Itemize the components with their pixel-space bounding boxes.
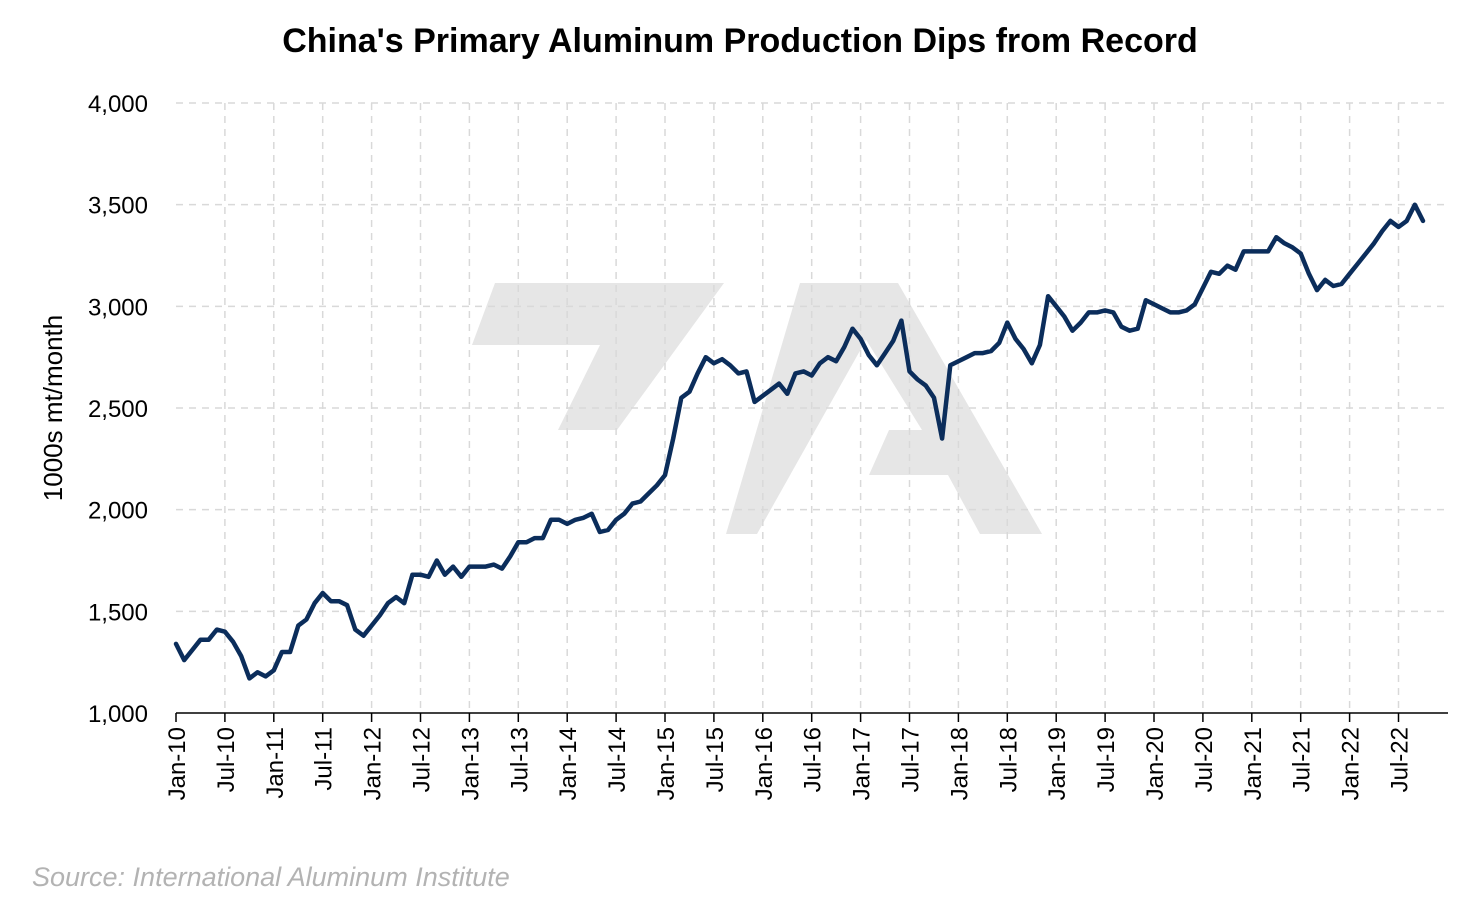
x-tick-label: Jan-21: [1240, 727, 1267, 800]
x-tick-label: Jan-19: [1044, 727, 1071, 800]
series-line: [173, 202, 1426, 681]
watermark-seven-shape: [472, 283, 724, 430]
x-tick-label: Jan-14: [555, 727, 582, 800]
x-tick-label: Jan-13: [457, 727, 484, 800]
x-tick-label: Jul-21: [1289, 727, 1316, 792]
y-tick-label: 1,000: [88, 701, 148, 728]
x-tick-label: Jul-10: [213, 727, 240, 792]
x-tick-label: Jan-12: [360, 727, 387, 800]
x-tick-label: Jan-16: [751, 727, 778, 800]
x-tick-label: Jan-17: [849, 727, 876, 800]
series-layer: [173, 202, 1426, 681]
x-tick-label: Jul-16: [800, 727, 827, 792]
y-tick-label: 2,000: [88, 498, 148, 525]
x-tick-label: Jan-11: [262, 727, 289, 799]
x-tick-label: Jul-17: [898, 727, 925, 792]
chart-title: China's Primary Aluminum Production Dips…: [282, 22, 1198, 60]
x-tick-label: Jan-10: [164, 727, 191, 800]
y-tick-label: 1,500: [88, 599, 148, 626]
y-tick-label: 4,000: [88, 91, 148, 118]
x-tick-label: Jul-18: [995, 727, 1022, 792]
y-axis: 1,000 1,500 2,000 2,500 3,000 3,500 4,000: [88, 91, 148, 728]
y-axis-title: 1000s mt/month: [38, 315, 68, 501]
y-tick-label: 3,500: [88, 193, 148, 220]
x-tick-label: Jan-20: [1142, 727, 1169, 800]
x-tick-label: Jul-20: [1191, 727, 1218, 792]
x-axis: Jan-10 Jul-10 Jan-11 Jul-11 Jan-12 Jul-12 Jan-…: [164, 712, 1448, 800]
y-tick-label: 3,000: [88, 294, 148, 321]
x-tick-label: Jan-18: [946, 727, 973, 800]
x-tick-label: Jul-14: [604, 727, 631, 792]
x-tick-label: Jul-11: [311, 727, 338, 791]
x-tick-label: Jul-19: [1093, 727, 1120, 792]
x-tick-label: Jan-15: [653, 727, 680, 800]
source-note: Source: International Aluminum Institute: [32, 862, 510, 892]
gridlines: [176, 102, 1448, 713]
x-tick-label: Jan-22: [1338, 727, 1365, 800]
x-tick-label: Jul-15: [702, 727, 729, 792]
x-tick-label: Jul-12: [409, 727, 436, 792]
y-tick-label: 2,500: [88, 396, 148, 423]
x-tick-label: Jul-22: [1387, 727, 1414, 792]
x-tick-label: Jul-13: [506, 727, 533, 792]
